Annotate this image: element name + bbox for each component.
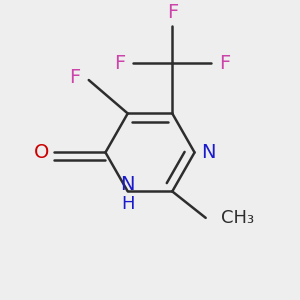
Text: F: F <box>220 54 231 73</box>
Text: O: O <box>34 143 49 162</box>
Text: CH₃: CH₃ <box>221 209 254 227</box>
Text: N: N <box>202 143 216 162</box>
Text: F: F <box>114 54 125 73</box>
Text: N: N <box>121 175 135 194</box>
Text: F: F <box>69 68 80 87</box>
Text: F: F <box>167 3 178 22</box>
Text: H: H <box>121 195 134 213</box>
